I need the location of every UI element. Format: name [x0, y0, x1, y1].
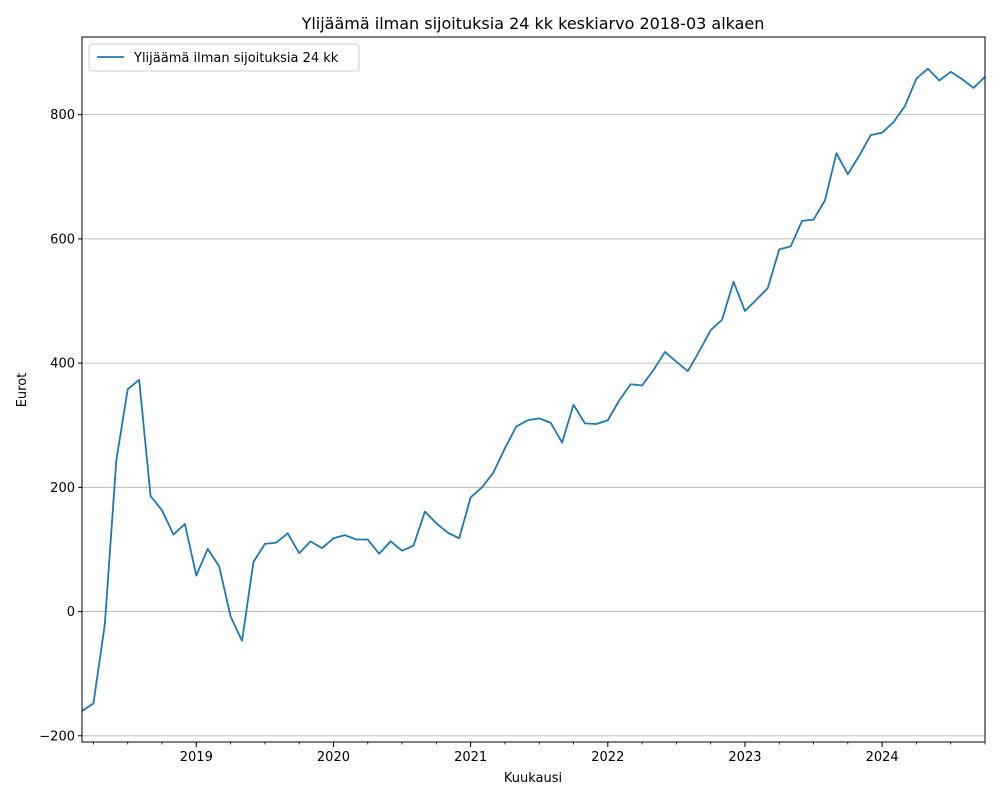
y-axis-label: Eurot — [15, 373, 30, 408]
series-line — [81, 67, 986, 712]
x-tick-label: 2019 — [180, 750, 213, 765]
y-tick-label: 200 — [50, 481, 75, 496]
y-tick-label: −200 — [39, 729, 75, 744]
x-axis: 2019 2020 2021 2022 2023 2024 — [93, 742, 986, 765]
series-layer — [81, 67, 986, 712]
x-tick-label: 2020 — [317, 750, 350, 765]
x-axis-label: Kuukausi — [504, 771, 562, 786]
x-tick-label: 2024 — [866, 750, 899, 765]
legend: Ylijäämä ilman sijoituksia 24 kk — [88, 43, 360, 72]
x-tick-label: 2021 — [454, 750, 487, 765]
legend-label: Ylijäämä ilman sijoituksia 24 kk — [133, 51, 339, 66]
y-tick-label: 600 — [50, 232, 75, 247]
y-tick-label: 800 — [50, 108, 75, 123]
y-axis: −200 0 200 400 600 800 — [39, 108, 82, 744]
y-tick-label: 400 — [50, 357, 75, 372]
gridlines — [82, 114, 985, 737]
chart-title: Ylijäämä ilman sijoituksia 24 kk keskiar… — [301, 14, 765, 33]
legend-box — [88, 43, 360, 72]
x-tick-label: 2023 — [728, 750, 761, 765]
plot-frame — [81, 36, 986, 743]
y-tick-label: 0 — [67, 605, 75, 620]
x-tick-label: 2022 — [591, 750, 624, 765]
